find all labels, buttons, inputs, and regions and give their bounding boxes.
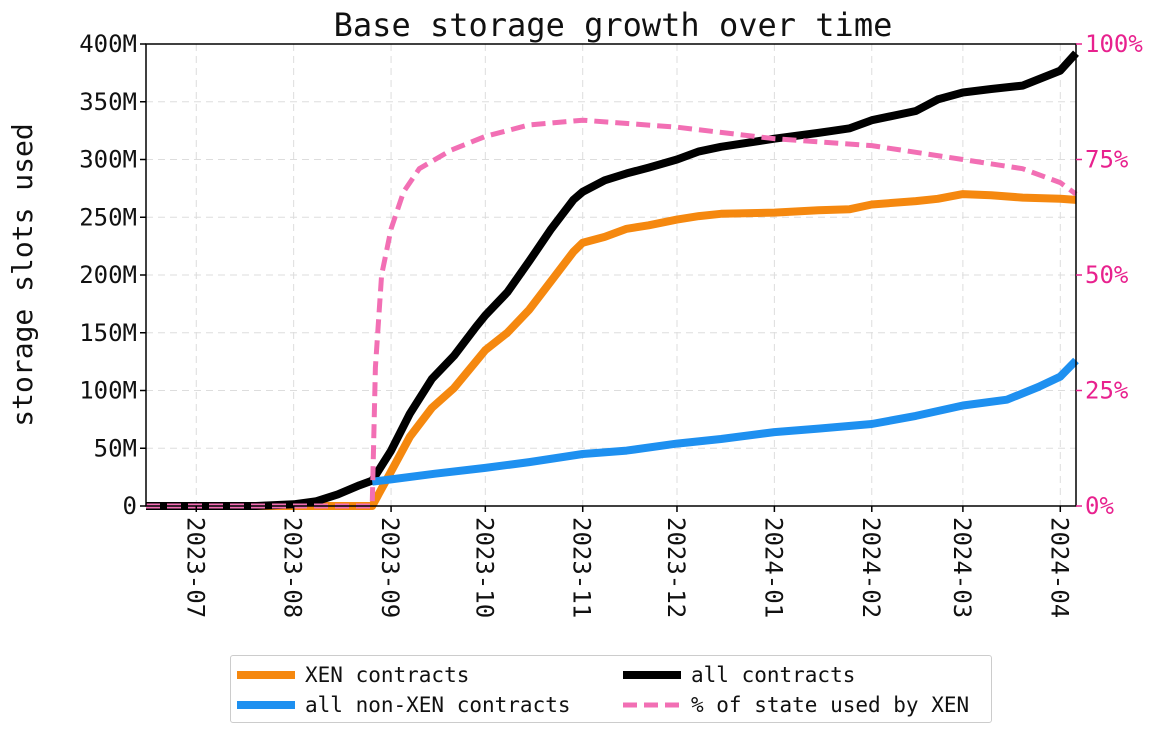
x-tick-label: 2023-10 <box>470 517 498 618</box>
x-tick-label: 2023-12 <box>662 517 690 618</box>
plot-frame <box>145 43 1077 507</box>
y-tick-label: 250M <box>79 203 137 231</box>
y-right-tick-label: 75% <box>1085 146 1129 174</box>
y-right-tick-label: 0% <box>1085 492 1114 520</box>
y-tick-label: 50M <box>94 434 137 462</box>
x-tick-label: 2024-01 <box>759 517 787 618</box>
legend-label-all: all contracts <box>691 663 856 687</box>
chart-title: Base storage growth over time <box>334 6 893 44</box>
x-tick-label: 2023-11 <box>568 517 596 618</box>
y-tick-label: 300M <box>79 146 137 174</box>
y-right-tick-label: 25% <box>1085 377 1129 405</box>
x-axis: 2023-07 2023-08 2023-09 2023-10 2023-11 2023-… <box>181 506 1073 618</box>
y-right-tick-label: 100% <box>1085 30 1143 58</box>
y-tick-label: 100M <box>79 377 137 405</box>
legend-swatch-nonxen <box>237 691 295 719</box>
series-line-pct <box>146 117 1078 509</box>
y-axis-label: storage slots used <box>6 123 39 426</box>
y-axis-right: 0% 25% 50% 75% 100% <box>1076 30 1143 520</box>
y-right-tick-label: 50% <box>1085 261 1129 289</box>
legend-item-all: all contracts <box>623 661 855 689</box>
y-tick-label: 0 <box>123 492 137 520</box>
x-tick-label: 2023-07 <box>181 517 209 618</box>
series-layer <box>146 50 1079 510</box>
y-tick-label: 200M <box>79 261 137 289</box>
x-tick-label: 2024-02 <box>857 517 885 618</box>
y-tick-label: 150M <box>79 319 137 347</box>
legend-item-nonxen: all non-XEN contracts <box>237 691 571 719</box>
legend: XEN contracts all contracts all non-XEN … <box>230 655 992 723</box>
legend-label-pct: % of state used by XEN <box>691 693 970 717</box>
series-line-xen <box>146 190 1077 510</box>
x-tick-label: 2024-03 <box>948 517 976 618</box>
legend-item-pct: % of state used by XEN <box>623 691 969 719</box>
legend-label-nonxen: all non-XEN contracts <box>305 693 571 717</box>
legend-item-xen: XEN contracts <box>237 661 469 689</box>
series-line-all <box>146 50 1079 510</box>
x-tick-label: 2023-08 <box>279 517 307 618</box>
x-tick-label: 2023-09 <box>376 517 404 618</box>
legend-swatch-all <box>623 661 681 689</box>
x-tick-label: 2024-04 <box>1045 517 1073 618</box>
y-tick-label: 350M <box>79 88 137 116</box>
grid <box>146 43 1076 507</box>
legend-swatch-xen <box>237 661 295 689</box>
legend-label-xen: XEN contracts <box>305 663 470 687</box>
y-axis-left: 0 50M 100M 150M 200M 250M 300M 350M 400M <box>79 30 146 520</box>
legend-swatch-pct <box>623 691 681 719</box>
y-tick-label: 400M <box>79 30 137 58</box>
series-line-nonxen <box>371 357 1079 486</box>
